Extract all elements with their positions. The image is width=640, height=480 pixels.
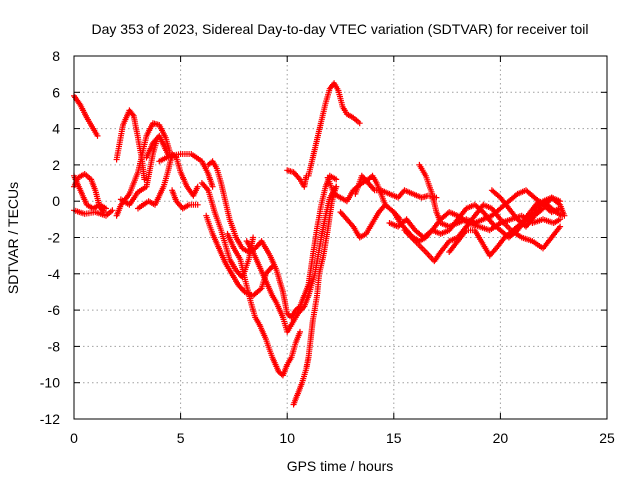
y-axis-label: SDTVAR / TECUs	[5, 182, 21, 294]
series-marks	[290, 183, 340, 408]
x-tick-label: 15	[386, 430, 402, 446]
y-tick-label: -12	[40, 411, 60, 427]
series-marks	[169, 187, 201, 212]
x-tick-label: 0	[70, 430, 78, 446]
data-points	[71, 80, 568, 408]
series-marks	[205, 158, 340, 321]
plus-markers	[169, 187, 201, 212]
plus-markers	[305, 80, 363, 179]
series-marks	[305, 80, 363, 179]
plus-markers	[243, 183, 340, 335]
plot-frame	[73, 55, 608, 420]
series-marks	[71, 92, 101, 139]
plus-markers	[337, 201, 389, 241]
y-tick-label: -8	[48, 338, 61, 354]
series-marks	[243, 183, 340, 335]
plus-markers	[117, 136, 161, 208]
y-tick-label: -10	[40, 375, 60, 391]
series-marks	[224, 230, 303, 379]
x-tick-label: 5	[177, 430, 185, 446]
plus-markers	[284, 167, 310, 190]
x-tick-label: 10	[279, 430, 295, 446]
series-marks	[284, 167, 310, 190]
series-marks	[352, 172, 440, 201]
plus-markers	[156, 151, 216, 190]
plus-markers	[71, 92, 101, 139]
series-marks	[488, 187, 568, 230]
series-marks	[337, 201, 389, 241]
plus-markers	[205, 158, 340, 321]
y-tick-label: 2	[52, 157, 60, 173]
y-tick-label: 6	[52, 84, 60, 100]
series-marks	[117, 136, 161, 208]
x-tick-label: 20	[493, 430, 509, 446]
y-tick-label: -4	[48, 266, 61, 282]
y-tick-label: 0	[52, 193, 60, 209]
y-tick-label: 8	[52, 48, 60, 64]
y-tick-label: -6	[48, 302, 61, 318]
plus-markers	[290, 183, 340, 408]
plus-markers	[224, 230, 303, 379]
series-marks	[156, 151, 216, 190]
x-axis-label: GPS time / hours	[287, 458, 394, 474]
y-tick-label: 4	[52, 121, 60, 137]
plus-markers	[352, 172, 440, 201]
y-tick-label: -2	[48, 230, 61, 246]
tick-labels: 0 5 10 15 20 25 -12 -10 -8 -6 -4 -2 0 2 4 6 8	[40, 48, 615, 446]
plus-markers	[488, 187, 568, 230]
chart-title: Day 353 of 2023, Sidereal Day-to-day VTE…	[92, 21, 589, 37]
x-tick-label: 25	[599, 430, 615, 446]
